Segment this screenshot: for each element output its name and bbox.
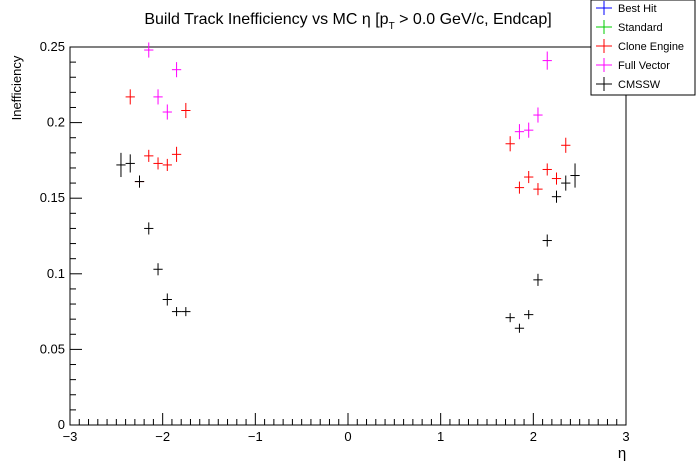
series-clone-engine (125, 89, 571, 196)
y-tick-label: 0.15 (40, 190, 65, 205)
data-point (505, 136, 515, 152)
series-cmssw (116, 152, 580, 333)
legend-box (590, 0, 696, 96)
x-tick-label: 1 (437, 429, 444, 444)
plot-frame (69, 46, 627, 426)
data-point (171, 62, 182, 78)
data-point (561, 175, 571, 191)
data-point (171, 307, 182, 317)
data-point (524, 122, 534, 138)
data-layer (116, 42, 580, 333)
legend-entry: CMSSW (596, 77, 661, 91)
y-tick-label: 0 (58, 417, 65, 432)
x-tick-label: 2 (530, 429, 537, 444)
data-point (514, 124, 525, 140)
data-point (171, 146, 182, 162)
data-point (561, 137, 571, 153)
y-tick-label: 0.25 (40, 39, 65, 54)
x-axis-label: η (618, 445, 626, 462)
data-point (533, 273, 543, 286)
data-point (542, 163, 552, 176)
data-point (181, 307, 191, 317)
y-axis-label: Inefficiency (9, 55, 24, 120)
data-point (153, 157, 163, 170)
data-point (570, 163, 580, 188)
legend-entry: Standard (596, 20, 663, 34)
legend-entry: Clone Engine (596, 39, 684, 53)
legend: Best Hit Standard Clone Engine Full Vector C… (590, 0, 696, 96)
legend-entry: Best Hit (596, 1, 657, 15)
data-point (524, 310, 534, 320)
chart-title: Build Track Inefficiency vs MC η [pT > 0… (144, 11, 551, 32)
data-point (162, 104, 172, 120)
y-tick-label: 0.2 (47, 115, 65, 130)
x-tick-label: −3 (63, 429, 78, 444)
y-tick-label: 0.05 (40, 341, 65, 356)
x-axis: −3 −2 −1 0 1 2 3 (63, 413, 630, 444)
series-full-vector (144, 42, 552, 140)
data-point (144, 42, 154, 58)
data-point (542, 51, 552, 70)
legend-label: Full Vector (618, 60, 670, 72)
data-point (542, 234, 552, 247)
data-point (533, 183, 543, 196)
data-point (144, 149, 154, 162)
data-point (514, 181, 525, 194)
data-point (153, 89, 163, 105)
x-tick-label: 0 (344, 429, 351, 444)
data-point (162, 293, 172, 306)
data-point (134, 175, 145, 188)
y-axis: 0 0.05 0.1 0.15 0.2 0.25 (40, 39, 82, 432)
data-point (125, 89, 135, 105)
data-point (153, 263, 163, 276)
legend-entry: Full Vector (596, 58, 670, 72)
legend-label: Best Hit (618, 3, 657, 15)
data-point (125, 154, 135, 173)
data-point (162, 158, 172, 171)
x-tick-label: −2 (155, 429, 170, 444)
x-tick-label: 3 (622, 429, 629, 444)
y-tick-label: 0.1 (47, 266, 65, 281)
data-point (144, 222, 154, 235)
data-point (551, 172, 562, 185)
data-point (533, 107, 543, 123)
legend-label: Clone Engine (618, 41, 684, 53)
data-point (514, 323, 525, 333)
x-tick-label: −1 (248, 429, 263, 444)
data-point (524, 170, 534, 184)
data-point (505, 313, 515, 323)
legend-label: CMSSW (618, 79, 661, 91)
data-point (181, 102, 191, 119)
data-point (116, 152, 126, 178)
legend-label: Standard (618, 22, 663, 34)
data-point (551, 190, 562, 203)
